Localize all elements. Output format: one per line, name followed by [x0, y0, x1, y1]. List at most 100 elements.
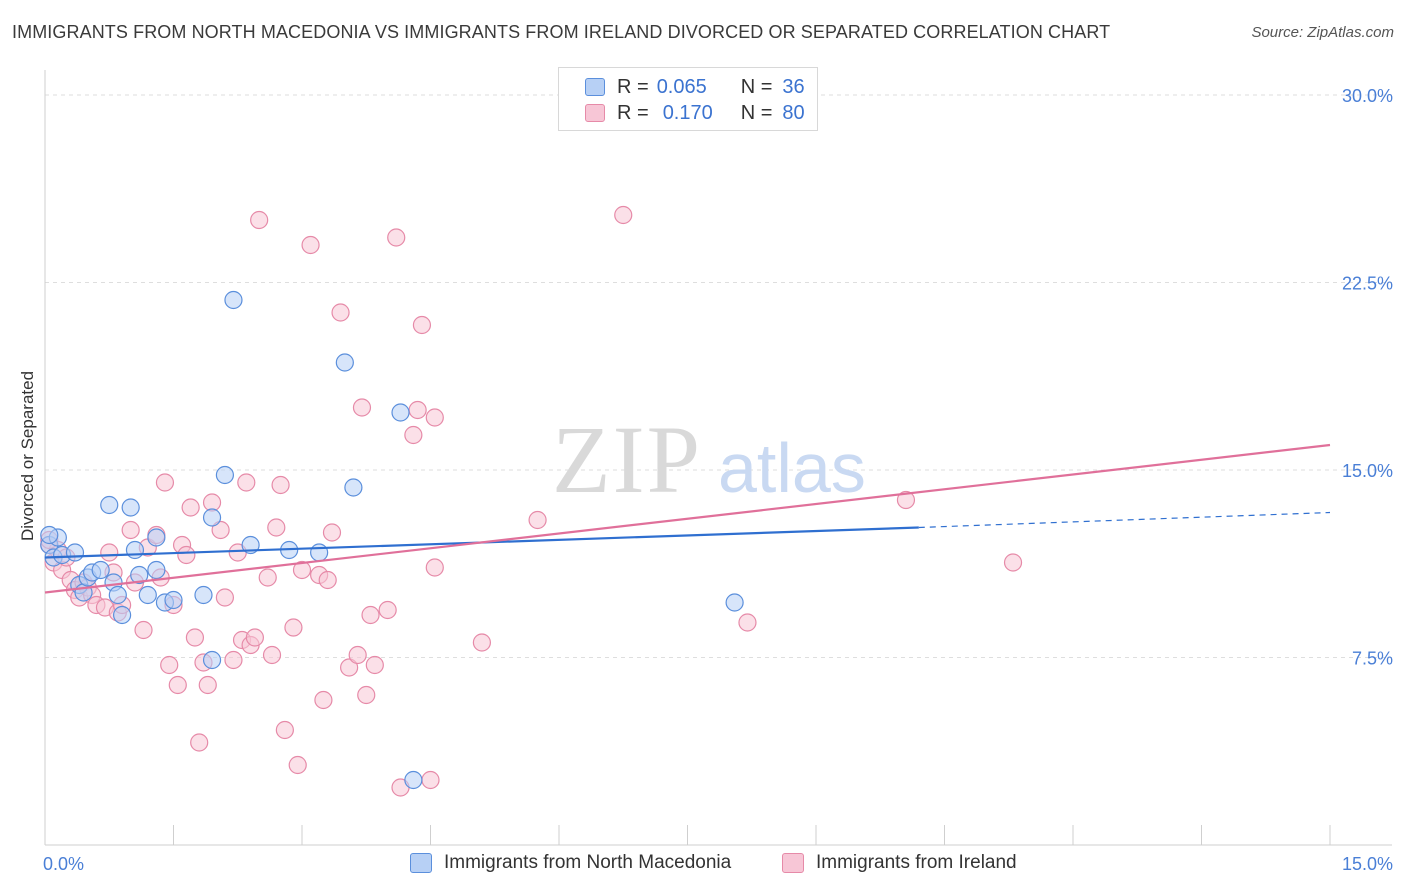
data-point — [361, 605, 380, 625]
watermark-atlas: atlas — [718, 429, 866, 507]
data-point — [301, 235, 320, 255]
series-legend: Immigrants from North Macedonia Immigran… — [0, 852, 1406, 878]
data-point — [108, 585, 127, 605]
data-point — [215, 588, 234, 607]
legend-item-north-macedonia: Immigrants from North Macedonia — [410, 852, 731, 874]
data-point — [408, 400, 427, 420]
y-tick-label: 7.5% — [1352, 649, 1393, 669]
legend-r-value: 0.065 — [656, 75, 707, 98]
data-point — [168, 675, 187, 695]
data-point — [112, 605, 132, 625]
data-point — [271, 475, 290, 495]
data-point — [237, 473, 256, 492]
data-point — [331, 303, 350, 322]
data-point — [91, 560, 110, 580]
legend-swatch-pink — [585, 104, 605, 122]
data-point — [185, 628, 205, 647]
data-point — [100, 543, 119, 562]
data-point — [404, 425, 423, 445]
data-point — [258, 568, 277, 587]
x-tick-label-max: 15.0% — [1342, 854, 1393, 874]
legend-swatch-pink — [782, 853, 804, 873]
data-point — [215, 465, 234, 485]
data-point — [275, 720, 294, 740]
data-point — [250, 210, 269, 230]
data-point — [425, 558, 444, 577]
data-point — [181, 498, 200, 517]
data-point — [164, 590, 183, 610]
data-point — [1003, 553, 1023, 572]
legend-row-ireland: R = 0.170 N = 80 — [585, 100, 805, 126]
legend-row-north-macedonia: R = 0.065 N = 36 — [585, 74, 805, 100]
data-point — [125, 540, 145, 560]
data-point — [391, 403, 410, 422]
data-point — [288, 755, 307, 775]
data-point — [412, 315, 432, 335]
data-point — [198, 675, 217, 695]
stats-legend: R = 0.065 N = 36 R = 0.170 N = 80 — [558, 67, 818, 131]
legend-label-ireland: Immigrants from Ireland — [816, 852, 1017, 873]
data-point — [284, 618, 303, 637]
x-tick-label-min: 0.0% — [43, 854, 84, 874]
legend-item-ireland: Immigrants from Ireland — [782, 852, 1017, 874]
data-point — [160, 655, 179, 675]
data-point — [357, 685, 376, 705]
legend-r-value: 0.170 — [662, 101, 713, 124]
data-point — [378, 600, 397, 620]
legend-label-north-macedonia: Immigrants from North Macedonia — [444, 852, 732, 873]
legend-r-label: R = — [617, 75, 649, 98]
data-point — [190, 733, 209, 752]
data-point — [738, 613, 757, 632]
legend-n-value: 36 — [782, 75, 805, 98]
data-point — [348, 645, 367, 665]
data-point — [352, 398, 372, 417]
data-point — [292, 560, 312, 580]
chart-title: IMMIGRANTS FROM NORTH MACEDONIA VS IMMIG… — [12, 22, 1111, 42]
legend-n-label: N = — [740, 101, 773, 124]
source-label: Source: ZipAtlas.com — [1251, 24, 1394, 41]
y-axis-title: Divorced or Separated — [18, 371, 37, 541]
data-point — [528, 510, 547, 530]
trend-lines — [44, 443, 1331, 594]
legend-n-label: N = — [740, 75, 773, 98]
data-point — [472, 633, 491, 652]
data-point — [310, 543, 329, 562]
data-point — [387, 228, 406, 247]
y-tick-label: 15.0% — [1342, 461, 1393, 481]
data-point — [335, 353, 354, 372]
data-point — [202, 508, 222, 527]
data-point — [147, 560, 166, 580]
x-tick-labels: 0.0% 15.0% — [43, 854, 1393, 874]
data-point — [245, 628, 264, 647]
data-point — [177, 545, 196, 565]
data-point — [211, 520, 230, 540]
data-point — [155, 473, 175, 492]
data-point — [262, 645, 282, 665]
y-tick-label: 22.5% — [1342, 274, 1393, 294]
data-point — [614, 205, 633, 225]
series-north-macedonia-points — [40, 290, 744, 790]
data-point — [121, 520, 140, 540]
data-point — [725, 593, 744, 612]
data-point — [318, 570, 337, 590]
legend-r-label: R = — [617, 101, 649, 124]
data-point — [100, 495, 119, 515]
data-point — [425, 408, 444, 427]
series-ireland-points — [40, 205, 1023, 797]
data-point — [344, 478, 363, 497]
watermark-zip: ZIP — [552, 406, 702, 513]
legend-n-value: 80 — [782, 101, 805, 124]
legend-swatch-blue — [585, 78, 605, 96]
data-point — [365, 655, 384, 675]
data-point — [147, 528, 166, 547]
data-point — [40, 525, 59, 545]
data-point — [65, 543, 85, 562]
y-tick-labels: 7.5% 15.0% 22.5% 30.0% — [1342, 86, 1393, 669]
trend-line-ireland — [44, 443, 1331, 594]
data-point — [202, 650, 222, 670]
data-point — [322, 523, 342, 542]
legend-swatch-blue — [410, 853, 432, 873]
axes — [44, 70, 1392, 846]
data-point — [421, 770, 440, 790]
